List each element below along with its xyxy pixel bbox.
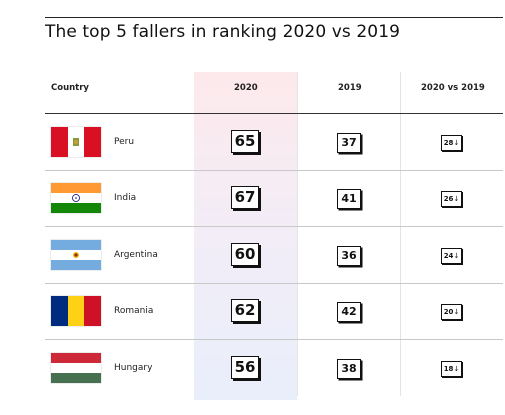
table-row: India 67 41 26↓ [0, 170, 505, 226]
page-title: The top 5 fallers in ranking 2020 vs 201… [45, 22, 401, 42]
argentina-flag-icon [51, 240, 101, 270]
column-divider [400, 72, 401, 396]
value-diff: 26↓ [441, 191, 462, 207]
country-name: Romania [114, 306, 154, 316]
header-2019: 2019 [338, 83, 362, 93]
country-name: Hungary [114, 363, 153, 373]
table-row: Argentina 60 36 24↓ [0, 227, 505, 283]
peru-flag-icon [51, 127, 101, 157]
india-flag-icon [51, 183, 101, 213]
value-2019: 41 [337, 189, 361, 209]
row-rule [45, 170, 503, 171]
down-arrow-icon: ↓ [453, 365, 460, 373]
diff-number: 26 [443, 195, 454, 203]
table-row: Peru 65 37 28↓ [0, 114, 505, 170]
row-rule [45, 226, 503, 227]
value-2020: 60 [231, 243, 259, 266]
hungary-flag-icon [51, 353, 101, 383]
header-2020-vs-2019: 2020 vs 2019 [421, 83, 485, 93]
diff-number: 28 [443, 139, 454, 147]
table-row: Hungary 56 38 18↓ [0, 340, 505, 396]
header-country: Country [51, 83, 89, 93]
value-2019: 36 [337, 246, 361, 266]
value-2019: 42 [337, 302, 361, 322]
down-arrow-icon: ↓ [453, 195, 460, 203]
column-divider [297, 72, 298, 396]
country-name: Argentina [114, 250, 158, 260]
value-diff: 24↓ [441, 248, 462, 264]
row-rule [45, 283, 503, 284]
highlight-column-2020 [194, 72, 297, 400]
value-diff: 28↓ [441, 135, 462, 151]
down-arrow-icon: ↓ [453, 308, 460, 316]
value-2020: 67 [231, 186, 259, 209]
header-2020: 2020 [234, 83, 258, 93]
value-2019: 38 [337, 359, 361, 379]
diff-number: 20 [443, 308, 454, 316]
diff-number: 18 [443, 365, 454, 373]
diff-number: 24 [443, 252, 454, 260]
country-name: Peru [114, 137, 135, 147]
value-diff: 20↓ [441, 304, 462, 320]
value-2020: 56 [231, 356, 259, 379]
table-row: Romania 62 42 20↓ [0, 283, 505, 339]
header-rule [45, 113, 503, 114]
value-2020: 65 [231, 130, 259, 153]
country-name: India [114, 193, 137, 203]
value-2020: 62 [231, 299, 259, 322]
romania-flag-icon [51, 296, 101, 326]
down-arrow-icon: ↓ [453, 252, 460, 260]
value-diff: 18↓ [441, 361, 462, 377]
value-2019: 37 [337, 133, 361, 153]
down-arrow-icon: ↓ [453, 139, 460, 147]
top-rule [45, 17, 503, 18]
row-rule [45, 339, 503, 340]
